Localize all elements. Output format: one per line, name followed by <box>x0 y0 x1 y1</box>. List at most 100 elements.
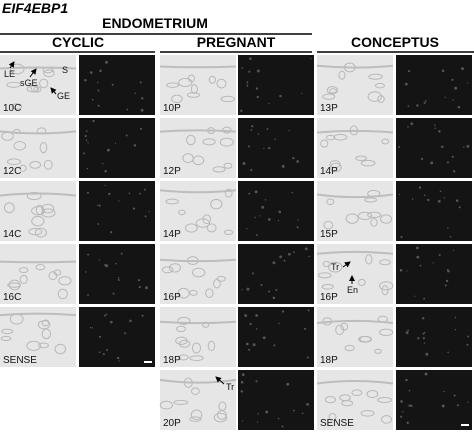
annotation: sGE <box>20 78 38 88</box>
gland <box>212 166 226 173</box>
signal <box>437 199 441 203</box>
signal <box>140 108 144 112</box>
signal <box>256 69 260 73</box>
epithelium <box>0 260 77 264</box>
epithelium <box>159 129 237 133</box>
gland <box>10 63 25 75</box>
gland <box>374 82 385 89</box>
gland <box>31 215 45 227</box>
gland <box>344 344 355 352</box>
gland <box>43 69 55 78</box>
gland <box>213 412 228 423</box>
signal <box>423 297 426 300</box>
signal <box>405 331 409 335</box>
signal <box>288 129 290 132</box>
signal <box>139 127 143 130</box>
signal <box>418 186 422 189</box>
darkfield-panel <box>79 118 155 178</box>
signal <box>110 231 113 234</box>
gland <box>351 389 363 397</box>
signal <box>293 251 295 254</box>
signal <box>139 81 142 84</box>
annotation: Tr <box>331 262 339 272</box>
gland <box>359 335 372 343</box>
gland <box>360 159 376 167</box>
signal <box>272 261 276 265</box>
gland <box>189 416 202 422</box>
signal <box>454 316 457 319</box>
signal <box>278 210 282 214</box>
signal <box>255 87 259 90</box>
signal <box>281 425 284 428</box>
gland <box>220 95 236 103</box>
signal <box>84 271 87 273</box>
gland <box>355 155 367 162</box>
signal <box>117 276 120 279</box>
signal <box>449 235 452 238</box>
gland <box>41 208 56 218</box>
subgroup-label: CYCLIC <box>52 34 104 50</box>
darkfield-panel <box>238 118 314 178</box>
signal <box>445 279 449 283</box>
gland <box>161 266 174 274</box>
gland <box>48 271 58 281</box>
panel-label: SENSE <box>320 418 354 429</box>
signal <box>246 227 248 230</box>
signal <box>407 105 410 108</box>
signal <box>441 69 445 73</box>
signal <box>85 139 88 142</box>
signal <box>281 310 285 313</box>
gland <box>380 415 393 424</box>
signal <box>467 82 469 84</box>
figure-title: EIF4EBP1 <box>2 0 68 16</box>
gland <box>207 340 216 352</box>
panel-label: SENSE <box>3 355 37 366</box>
signal <box>99 69 102 73</box>
signal <box>446 161 449 164</box>
gland <box>3 202 15 214</box>
gland <box>323 220 334 230</box>
signal <box>246 81 249 84</box>
epithelium <box>0 130 77 135</box>
signal <box>451 155 454 158</box>
signal <box>255 380 258 383</box>
brightfield-panel <box>317 181 393 241</box>
signal <box>451 78 454 81</box>
panel-label: 14C <box>3 229 21 240</box>
signal <box>301 412 304 415</box>
signal <box>126 108 129 111</box>
gland <box>190 84 198 94</box>
signal <box>420 157 424 160</box>
gland <box>324 395 336 404</box>
signal <box>134 92 136 94</box>
signal <box>288 252 291 256</box>
signal <box>398 193 401 196</box>
signal <box>461 67 464 71</box>
signal <box>255 328 258 330</box>
darkfield-panel <box>238 181 314 241</box>
signal <box>455 199 459 202</box>
signal <box>306 403 310 406</box>
brightfield-panel <box>317 118 393 178</box>
signal <box>241 289 243 291</box>
gland <box>327 261 343 273</box>
signal <box>87 253 90 256</box>
signal <box>97 104 100 107</box>
signal <box>97 223 100 225</box>
signal <box>268 290 271 293</box>
gland <box>210 198 223 210</box>
signal <box>263 147 265 150</box>
signal <box>408 389 411 392</box>
signal <box>103 314 106 317</box>
panel-label: 14P <box>320 166 338 177</box>
epithelium <box>316 64 394 69</box>
gland <box>11 103 23 110</box>
annotation: En <box>347 285 358 295</box>
signal <box>424 372 428 376</box>
signal <box>452 249 455 251</box>
signal <box>249 57 252 60</box>
signal <box>98 335 102 338</box>
signal <box>422 317 425 320</box>
darkfield-panel <box>396 118 472 178</box>
gland <box>28 227 43 236</box>
